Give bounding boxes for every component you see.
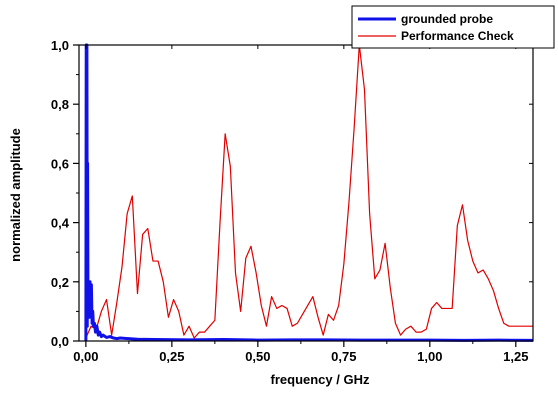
y-tick-label: 0,6	[51, 156, 69, 171]
series-line-performance-check	[85, 44, 533, 339]
y-tick-label: 1,0	[51, 38, 69, 53]
legend-entry: Performance Check	[401, 29, 514, 43]
x-tick-label: 0,00	[73, 349, 98, 364]
y-axis-title: normalized amplitude	[8, 128, 23, 262]
series-layer	[84, 43, 534, 342]
labels-layer: 0,00 0,25 0,50 0,75 1,00 1,25 0,0 0,2 0,4 0,6 0,8 1…	[8, 38, 528, 387]
x-tick-label: 0,50	[245, 349, 270, 364]
y-tick-label: 0,0	[51, 334, 69, 349]
series-line-grounded-probe	[84, 43, 534, 342]
x-tick-label: 1,25	[503, 349, 528, 364]
y-tick-label: 0,4	[51, 216, 70, 231]
x-tick-label: 1,00	[417, 349, 442, 364]
y-tick-label: 0,2	[51, 275, 69, 290]
y-tick-label: 0,8	[51, 97, 69, 112]
x-tick-label: 0,75	[331, 349, 356, 364]
x-tick-label: 0,25	[159, 349, 184, 364]
legend-entry: grounded probe	[401, 12, 493, 26]
x-axis-title: frequency / GHz	[271, 372, 370, 387]
legend: grounded probe Performance Check	[351, 5, 555, 49]
legend-box	[351, 5, 555, 49]
